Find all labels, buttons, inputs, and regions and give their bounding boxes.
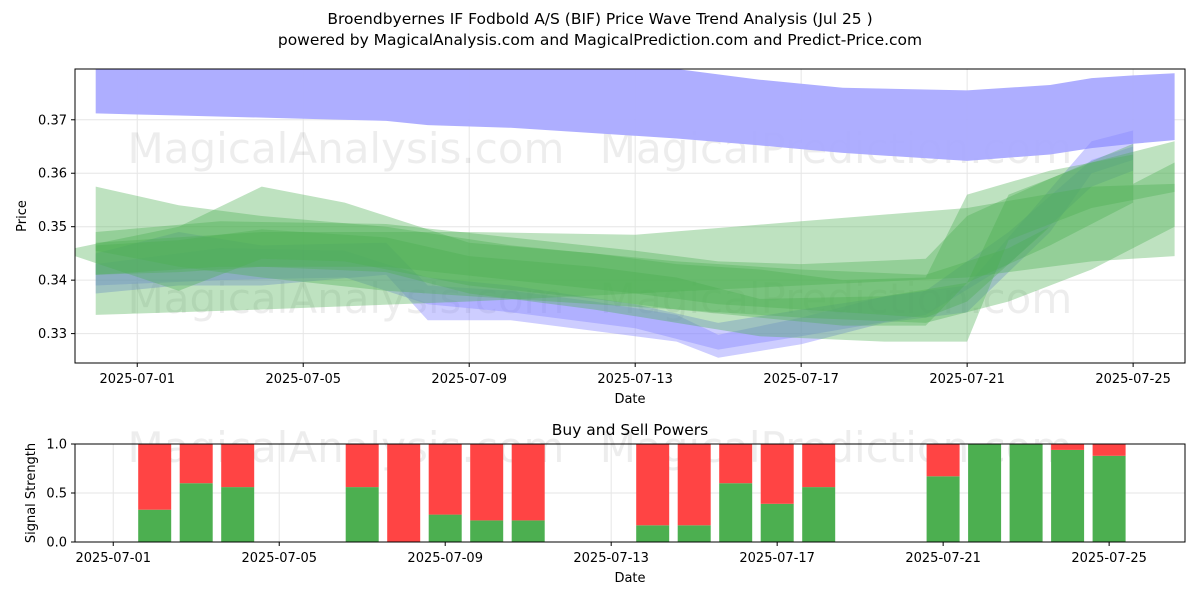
sell-bar (470, 444, 504, 521)
sell-bar (719, 444, 753, 484)
price-watermark: MagicalAnalysis.com (128, 124, 565, 173)
buy-bar (1009, 444, 1043, 542)
signal-x-tick-label: 2025-07-13 (573, 551, 649, 566)
sell-bar (760, 444, 794, 504)
price-y-ticks: 0.33 0.34 0.35 0.36 0.37 (38, 113, 75, 342)
buy-bar (138, 509, 172, 542)
sell-bar (511, 444, 545, 521)
price-x-tick-label: 2025-07-17 (763, 372, 839, 387)
price-bands (75, 69, 1175, 358)
signal-chart-title: Buy and Sell Powers (552, 421, 709, 439)
price-band-wave-green-6 (95, 141, 1175, 342)
sell-bar (677, 444, 711, 526)
signal-watermark: MagicalPrediction.com (600, 423, 1073, 472)
sell-bar (802, 444, 836, 488)
price-x-tick-label: 2025-07-13 (597, 372, 673, 387)
buy-bar (677, 525, 711, 542)
signal-x-tick-label: 2025-07-05 (241, 551, 317, 566)
price-watermark: MagicalAnalysis.com (128, 274, 565, 323)
sell-bar (926, 444, 960, 477)
buy-bar (511, 520, 545, 542)
price-band-wave-blue-2 (95, 146, 1134, 350)
buy-bar (802, 487, 836, 542)
price-band-wave-green-5 (95, 143, 1134, 318)
buy-bar (470, 520, 504, 542)
price-x-ticks: 2025-07-01 2025-07-05 2025-07-09 2025-07-13… (99, 363, 1171, 387)
signal-bars (138, 444, 1126, 542)
price-y-tick-label: 0.34 (38, 274, 67, 289)
buy-bar (345, 487, 379, 542)
price-y-axis-label: Price (15, 200, 30, 232)
signal-y-tick-label: 0.5 (46, 487, 67, 502)
price-x-tick-label: 2025-07-01 (99, 372, 175, 387)
signal-x-ticks: 2025-07-01 2025-07-05 2025-07-09 2025-07-13… (75, 542, 1147, 566)
buy-bar (221, 487, 255, 542)
signal-y-tick-label: 1.0 (46, 438, 67, 453)
price-band-wave-blue-1 (95, 130, 1134, 358)
sell-bar (138, 444, 172, 510)
buy-bar (1092, 455, 1126, 542)
sell-bar (345, 444, 379, 488)
price-x-tick-label: 2025-07-25 (1095, 372, 1171, 387)
sell-bar (428, 444, 462, 515)
chart-subtitle: powered by MagicalAnalysis.com and Magic… (277, 31, 923, 49)
signal-x-tick-label: 2025-07-21 (905, 551, 981, 566)
signal-x-tick-label: 2025-07-17 (739, 551, 815, 566)
chart-title: Broendbyernes IF Fodbold A/S (BIF) Price… (327, 10, 873, 28)
buy-bar (1051, 449, 1085, 542)
price-band-wave-green-4 (95, 183, 1175, 315)
price-y-tick-label: 0.36 (38, 167, 67, 182)
signal-y-axis-label: Signal Strength (24, 443, 39, 543)
price-watermark: MagicalPrediction.com (600, 274, 1073, 323)
sell-bar (221, 444, 255, 488)
price-band-wave-green-7 (75, 154, 1134, 326)
buy-bar (428, 514, 462, 542)
buy-bar (179, 483, 213, 542)
buy-bar (636, 525, 670, 542)
sell-bar (179, 444, 213, 484)
buy-bar (760, 503, 794, 542)
price-x-tick-label: 2025-07-21 (929, 372, 1005, 387)
price-watermarks: MagicalAnalysis.com MagicalPrediction.com… (128, 124, 1073, 323)
signal-x-tick-label: 2025-07-01 (75, 551, 151, 566)
price-band-wave-green-3 (95, 162, 1175, 323)
price-band-upper-band-0 (95, 69, 1175, 161)
price-y-tick-label: 0.33 (38, 327, 67, 342)
sell-bar (1051, 444, 1085, 450)
price-y-tick-label: 0.37 (38, 113, 67, 128)
price-x-tick-label: 2025-07-05 (265, 372, 341, 387)
signal-x-axis-label: Date (614, 571, 645, 586)
signal-y-ticks: 0.0 0.5 1.0 (46, 438, 75, 551)
sell-bar (1092, 444, 1126, 456)
buy-bar (719, 483, 753, 542)
sell-bar (636, 444, 670, 526)
signal-y-tick-label: 0.0 (46, 536, 67, 551)
signal-x-tick-label: 2025-07-09 (407, 551, 483, 566)
buy-bar (926, 476, 960, 542)
price-y-tick-label: 0.35 (38, 220, 67, 235)
price-x-axis-label: Date (614, 392, 645, 407)
price-axes-frame (74, 68, 1186, 364)
signal-x-tick-label: 2025-07-25 (1071, 551, 1147, 566)
sell-bar (387, 444, 421, 542)
buy-bar (968, 444, 1002, 542)
price-x-tick-label: 2025-07-09 (431, 372, 507, 387)
